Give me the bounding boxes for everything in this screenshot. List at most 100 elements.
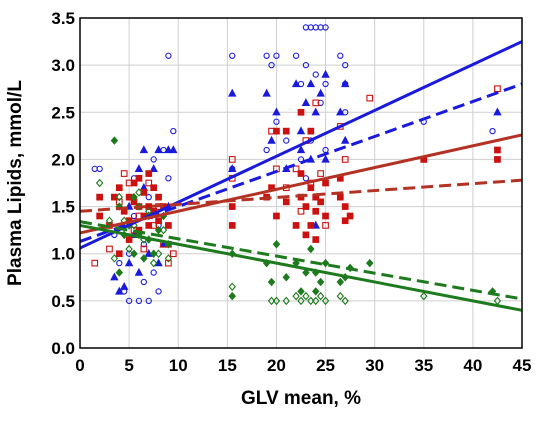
red-square-open-point — [145, 179, 153, 187]
red-square-filled-point — [150, 184, 158, 192]
green-diamond-filled-point — [154, 225, 163, 235]
green-diamond-open-point — [311, 296, 320, 306]
red-square-filled-point — [145, 170, 153, 177]
blue-triangle-filled-point — [139, 145, 149, 154]
green-diamond-filled-point — [130, 249, 138, 258]
red-square-filled-point — [494, 156, 501, 163]
green-diamond-filled-point — [228, 291, 236, 301]
red-square-filled-point — [302, 203, 310, 210]
blue-circle-open-point — [283, 137, 290, 144]
red-square-filled-point — [307, 127, 315, 135]
red-square-open-point — [120, 170, 128, 177]
blue-circle-open-point — [312, 71, 319, 78]
blue-circle-open-point — [165, 175, 172, 182]
blue-triangle-filled-point — [134, 267, 144, 276]
green-diamond-filled-point — [110, 136, 119, 145]
red-square-open-point — [341, 156, 349, 163]
blue-triangle-filled-point — [272, 107, 281, 116]
green-diamond-open-point — [297, 296, 305, 306]
green-diamond-filled-point — [336, 277, 345, 287]
green-diamond-open-point — [267, 296, 276, 306]
blue-circle-open-point — [342, 61, 349, 69]
green-diamond-filled-point — [115, 268, 124, 277]
blue-circle-open-point — [165, 52, 172, 59]
red-square-filled-point — [140, 189, 148, 196]
y-tick-label: 1.0 — [51, 245, 75, 264]
red-square-open-point — [140, 245, 148, 253]
green-diamond-filled-point — [267, 277, 276, 287]
red-square-open-point — [125, 179, 133, 187]
green-diamond-open-point — [125, 244, 133, 254]
blue-triangle-filled-point — [316, 88, 325, 97]
green-diamond-open-point — [105, 216, 114, 225]
blue-triangle-filled-point — [267, 135, 276, 144]
blue-triangle-filled-point — [340, 135, 350, 144]
blue-triangle-filled-point — [321, 69, 330, 78]
red-square-filled-point — [307, 222, 315, 229]
red-square-open-point — [165, 259, 172, 267]
red-square-filled-point — [494, 146, 501, 154]
blue-circle-open-point — [229, 52, 236, 59]
green-diamond-open-point — [282, 296, 291, 306]
red-square-filled-point — [130, 179, 138, 187]
blue-triangle-filled-point — [340, 79, 350, 88]
plot-frame — [79, 17, 523, 349]
red-square-filled-point — [228, 222, 236, 229]
y-tick-label: 2.0 — [51, 150, 75, 169]
green-diamond-filled-point — [130, 192, 138, 202]
green-diamond-filled-point — [302, 268, 310, 277]
y-tick-label: 2.5 — [51, 103, 75, 122]
green-diamond-open-point — [110, 254, 119, 263]
blue-triangle-filled-point — [493, 107, 502, 116]
x-tick-label: 15 — [218, 356, 237, 375]
y-tick-label: 0.5 — [51, 292, 75, 311]
blue-triangle-filled-point — [134, 164, 144, 173]
blue-circle-open-point — [337, 52, 344, 59]
red-square-open-point — [366, 94, 374, 102]
x-tick-labels: 0 5 10 15 20 25 30 35 40 45 — [75, 356, 531, 375]
blue-triangle-filled-point — [321, 154, 330, 163]
blue-triangle-filled-point — [119, 281, 129, 290]
red-square-filled-point — [322, 179, 329, 187]
green-diamond-open-point — [336, 291, 345, 301]
green-diamond-filled-point — [366, 258, 374, 268]
blue-triangle-filled-point — [262, 88, 271, 97]
y-tick-label: 1.5 — [51, 198, 75, 217]
red-square-filled-point — [111, 193, 118, 201]
blue-circle-open-point — [489, 127, 496, 135]
blue-circle-open-point — [263, 146, 270, 154]
blue-circle-open-point — [116, 259, 123, 267]
red-square-filled-point — [282, 198, 290, 206]
green-diamond-open-point — [292, 291, 300, 301]
x-tick-label: 20 — [267, 356, 286, 375]
red-square-open-point — [106, 245, 113, 253]
green-diamond-open-point — [164, 254, 173, 263]
green-diamond-filled-point — [297, 287, 305, 296]
blue-triangle-filled-point — [291, 79, 301, 88]
red-square-filled-point — [307, 184, 315, 192]
blue-triangle-filled-point — [169, 145, 178, 154]
red-square-filled-point — [155, 217, 162, 225]
red-square-filled-point — [115, 250, 123, 258]
green-diamond-open-point — [316, 291, 325, 301]
x-tick-label: 35 — [414, 356, 433, 375]
red-square-filled-point — [312, 207, 320, 215]
red-square-open-point — [297, 207, 305, 215]
blue-triangle-filled-point — [164, 145, 173, 154]
x-tick-label: 0 — [75, 356, 84, 375]
blue-circle-open-point — [155, 288, 162, 295]
red-square-filled-point — [228, 203, 236, 210]
blue-circle-open-point — [135, 297, 143, 305]
x-tick-label: 45 — [513, 356, 532, 375]
blue-circle-open-point — [170, 127, 177, 135]
green-diamond-open-point — [341, 296, 349, 306]
blue-triangle-filled-point — [336, 107, 345, 116]
red-square-filled-point — [145, 203, 153, 210]
red-square-open-point — [169, 250, 177, 258]
x-tick-label: 30 — [365, 356, 384, 375]
red-square-filled-point — [115, 184, 123, 192]
y-tick-label: 3.5 — [51, 9, 75, 28]
red-square-filled-point — [297, 108, 305, 116]
red-square-filled-point — [273, 127, 280, 135]
